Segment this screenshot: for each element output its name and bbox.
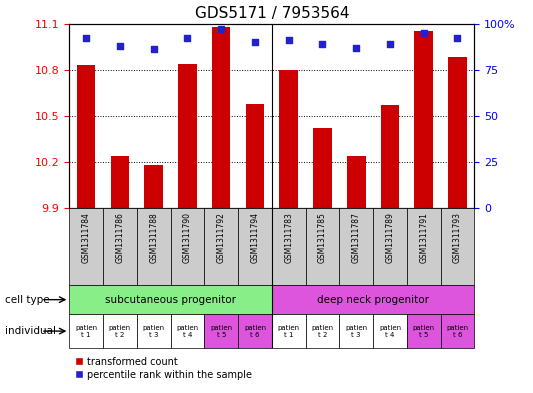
Bar <box>279 70 298 208</box>
Bar <box>178 64 197 208</box>
Bar <box>415 31 433 208</box>
Text: GSM1311794: GSM1311794 <box>251 212 260 263</box>
Text: patien
t 3: patien t 3 <box>345 325 367 338</box>
Bar <box>347 156 366 208</box>
Point <box>285 37 293 43</box>
Text: patien
t 2: patien t 2 <box>109 325 131 338</box>
Bar <box>103 208 137 285</box>
Bar <box>238 314 272 348</box>
Bar <box>69 285 272 314</box>
Bar <box>77 65 95 208</box>
Text: cell type: cell type <box>5 295 50 305</box>
Bar <box>373 208 407 285</box>
Bar <box>212 27 230 208</box>
Text: GSM1311787: GSM1311787 <box>352 212 361 263</box>
Bar <box>407 314 441 348</box>
Bar <box>238 208 272 285</box>
Text: patien
t 3: patien t 3 <box>143 325 165 338</box>
Bar <box>69 208 103 285</box>
Point <box>251 39 259 45</box>
Bar <box>69 314 103 348</box>
Point <box>386 41 394 47</box>
Text: deep neck progenitor: deep neck progenitor <box>317 295 429 305</box>
Text: GSM1311791: GSM1311791 <box>419 212 428 263</box>
Text: GSM1311786: GSM1311786 <box>116 212 124 263</box>
Text: subcutaneous progenitor: subcutaneous progenitor <box>105 295 236 305</box>
Point <box>149 46 158 53</box>
Bar <box>144 165 163 208</box>
Bar <box>137 314 171 348</box>
Text: GSM1311793: GSM1311793 <box>453 212 462 263</box>
Point <box>352 44 360 51</box>
Bar <box>381 105 399 208</box>
Text: GSM1311789: GSM1311789 <box>385 212 394 263</box>
Point <box>419 30 428 36</box>
Bar <box>305 208 340 285</box>
Bar <box>340 208 373 285</box>
Legend: transformed count, percentile rank within the sample: transformed count, percentile rank withi… <box>74 356 252 380</box>
Bar <box>272 208 305 285</box>
Bar <box>171 208 204 285</box>
Text: GSM1311785: GSM1311785 <box>318 212 327 263</box>
Text: patien
t 4: patien t 4 <box>176 325 198 338</box>
Bar <box>103 314 137 348</box>
Point <box>116 42 124 49</box>
Bar <box>272 285 474 314</box>
Bar <box>340 314 373 348</box>
Bar <box>373 314 407 348</box>
Bar <box>171 314 204 348</box>
Bar <box>441 314 474 348</box>
Bar <box>313 128 332 208</box>
Text: patien
t 4: patien t 4 <box>379 325 401 338</box>
Point <box>318 41 327 47</box>
Text: patien
t 1: patien t 1 <box>278 325 300 338</box>
Text: GSM1311792: GSM1311792 <box>217 212 225 263</box>
Text: GSM1311788: GSM1311788 <box>149 212 158 263</box>
Text: patien
t 1: patien t 1 <box>75 325 97 338</box>
Bar <box>272 314 305 348</box>
Bar <box>111 156 129 208</box>
Bar <box>407 208 441 285</box>
Text: individual: individual <box>5 326 56 336</box>
Text: patien
t 5: patien t 5 <box>210 325 232 338</box>
Text: GSM1311790: GSM1311790 <box>183 212 192 263</box>
Bar <box>305 314 340 348</box>
Bar <box>137 208 171 285</box>
Bar <box>246 104 264 208</box>
Bar <box>441 208 474 285</box>
Text: patien
t 5: patien t 5 <box>413 325 435 338</box>
Text: GSM1311783: GSM1311783 <box>284 212 293 263</box>
Point <box>453 35 462 42</box>
Text: patien
t 6: patien t 6 <box>447 325 469 338</box>
Text: patien
t 2: patien t 2 <box>311 325 334 338</box>
Text: GSM1311784: GSM1311784 <box>82 212 91 263</box>
Point <box>82 35 91 42</box>
Point <box>183 35 192 42</box>
Bar <box>448 57 467 208</box>
Bar <box>204 208 238 285</box>
Point <box>217 26 225 32</box>
Text: patien
t 6: patien t 6 <box>244 325 266 338</box>
Bar <box>204 314 238 348</box>
Title: GDS5171 / 7953564: GDS5171 / 7953564 <box>195 6 349 21</box>
